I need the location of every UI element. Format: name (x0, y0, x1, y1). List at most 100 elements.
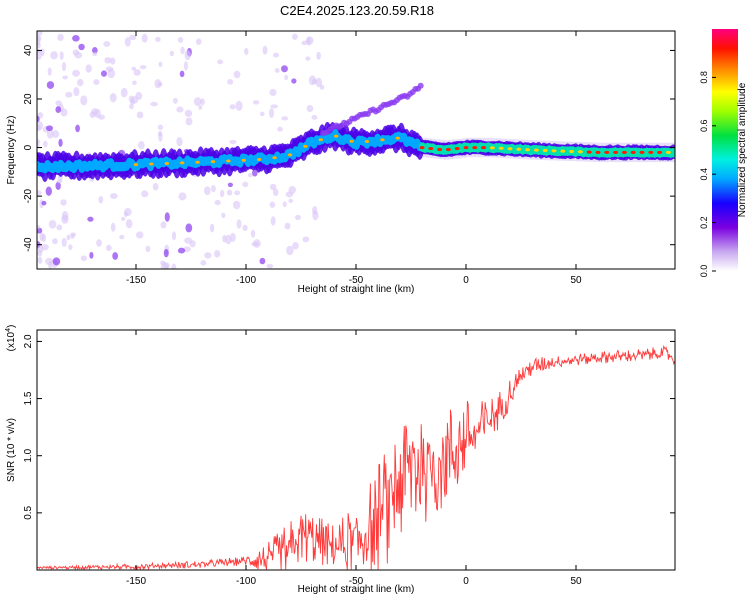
spectrogram-noise-blob (302, 236, 310, 243)
spectrogram-noise-blob (183, 246, 191, 253)
spectrogram-noise-blob (282, 201, 287, 208)
spectrogram-noise-blob (185, 117, 193, 126)
y-tick-label: 1.0 (23, 448, 34, 462)
spectrogram-noise-blob (136, 111, 144, 119)
spectrogram-noise-blob (93, 79, 100, 86)
spectrogram-noise-blob (50, 51, 58, 60)
spectrogram-hotspot (621, 150, 627, 155)
spectrogram-noise-blob (129, 103, 134, 110)
spectrogram-noise-blob (37, 34, 42, 42)
spectrogram-noise-blob (270, 104, 278, 109)
spectrogram-hotspot (164, 161, 169, 165)
spectrogram-hotspot (195, 160, 200, 164)
colorbar-tick-label: 0.2 (699, 216, 709, 229)
spectrogram-noise-blob (262, 45, 268, 55)
x-tick-label: 50 (570, 275, 582, 286)
spectrogram-noise-blob (203, 186, 211, 196)
spectrogram-noise-blob (103, 41, 111, 47)
spectrogram-noise-blob (172, 97, 178, 104)
spectrogram-noise-blob (155, 36, 161, 43)
spectrogram-noise-blob (266, 263, 274, 269)
spectrogram-noise-blob (209, 223, 215, 233)
spectrogram-noise-blob (316, 51, 321, 60)
spectrogram-noise-blob (222, 234, 227, 243)
x-tick-label: -50 (349, 275, 364, 286)
snr-scale-base: (x10 (6, 331, 17, 351)
spectrogram-noise-blob (158, 132, 163, 142)
spectrogram-noise-blob (87, 216, 94, 222)
x-tick-label: 0 (463, 576, 469, 587)
spectrogram-noise-blob (37, 115, 40, 123)
spectrogram-hotspot (630, 150, 636, 155)
spectrogram-hotspot (577, 150, 583, 154)
spectrogram-noise-blob (198, 104, 203, 110)
spectrogram-noise-blob (211, 184, 216, 193)
spectrogram-noise-blob (59, 51, 64, 60)
spectrogram-noise-blob (37, 256, 43, 265)
spectrogram-noise-blob (163, 249, 169, 258)
spectrogram-hotspot (428, 146, 434, 151)
spectrogram-noise-blob (80, 95, 88, 106)
spectrogram-noise-blob (270, 216, 276, 226)
snr-x-ticks: -150 -100 -50 0 50 (126, 330, 582, 587)
spectrogram-ridge-inner (669, 147, 675, 158)
spectrogram-marks (37, 31, 675, 269)
spectrogram-hotspot (604, 150, 610, 155)
spectrogram-noise-blob (177, 36, 184, 43)
x-tick-label: -100 (236, 275, 256, 286)
spectrogram-noise-blob (62, 75, 68, 80)
spectrogram-noise-blob (274, 68, 280, 73)
spectrogram-noise-blob (306, 36, 311, 46)
spectrogram-noise-blob (57, 33, 64, 42)
spectrogram-hotspot (489, 146, 495, 150)
spectrogram-noise-blob (169, 50, 174, 57)
spectrogram-noise-blob (41, 244, 49, 251)
spectrogram-hotspot (525, 148, 531, 152)
spectrogram-noise-blob (45, 186, 52, 196)
spectrogram-hotspot (437, 147, 443, 152)
spectrogram-noise-blob (39, 232, 45, 242)
spectrogram-noise-blob (193, 97, 202, 107)
spectrogram-noise-blob (288, 186, 296, 194)
spectrogram-noise-blob (75, 124, 80, 133)
spectrogram-noise-blob (37, 31, 43, 36)
snr-scale-factor: (x104) (5, 325, 17, 352)
spectrogram-noise-blob (129, 34, 137, 41)
spectrogram-noise-blob (96, 239, 102, 247)
spectrogram-noise-blob (176, 136, 183, 147)
spectrogram-hotspot (149, 162, 154, 166)
spectrogram-hotspot (272, 156, 277, 160)
spectrogram-noise-blob (189, 240, 196, 248)
spectrogram-hotspot (586, 150, 592, 154)
spectrogram-hotspot (257, 157, 262, 161)
spectrogram-hotspot (665, 150, 671, 155)
spectrogram-noise-blob (43, 140, 48, 148)
spectrogram-noise-blob (319, 84, 325, 90)
spectrogram-noise-blob (125, 219, 133, 229)
colorbar-label: Normalized spectral amplitude (737, 82, 748, 217)
spectrogram-noise-blob (157, 124, 164, 131)
spectrogram-noise-blob (47, 67, 52, 76)
spectrogram-y-axis-label: Frequency (Hz) (6, 116, 17, 185)
spectrogram-noise-blob (252, 100, 260, 105)
spectrogram-noise-blob (227, 182, 233, 188)
spectrogram-noise-blob (158, 61, 163, 68)
spectrogram-noise-blob (65, 91, 73, 98)
y-tick-label: -40 (23, 237, 34, 252)
spectrogram-noise-blob (55, 106, 62, 113)
spectrogram-noise-blob (292, 242, 299, 250)
spectrogram-noise-blob (37, 139, 41, 145)
spectrogram-noise-blob (131, 95, 139, 104)
spectrogram-noise-blob (272, 188, 279, 197)
spectrogram-noise-blob (89, 251, 94, 259)
spectrogram-noise-blob (160, 262, 169, 269)
x-tick-label: 0 (463, 275, 469, 286)
spectrogram-noise-blob (72, 35, 80, 42)
spectrogram-noise-blob (37, 250, 43, 257)
spectrogram-hotspot (498, 146, 504, 150)
spectrogram-noise-blob (306, 104, 314, 113)
spectrogram-noise-blob (259, 257, 266, 265)
spectrogram-hotspot (241, 158, 246, 162)
spectrogram-hotspot (133, 163, 139, 167)
